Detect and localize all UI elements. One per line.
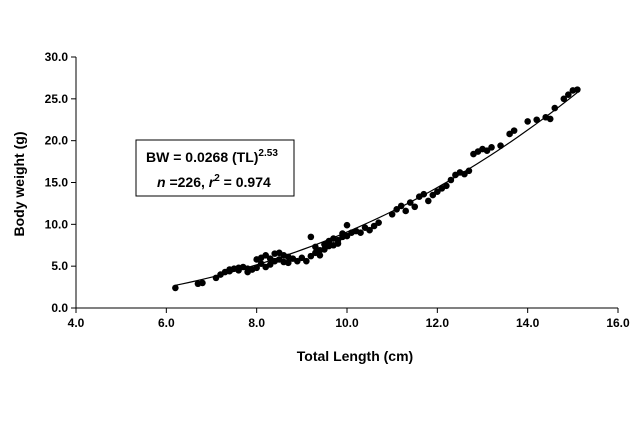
y-tick-label: 10.0 <box>45 217 69 231</box>
data-point <box>533 116 540 124</box>
data-point <box>411 203 419 211</box>
data-point <box>488 144 495 151</box>
data-point <box>307 252 315 260</box>
data-point <box>551 104 559 112</box>
data-point <box>298 254 306 262</box>
data-point <box>443 182 450 190</box>
data-point <box>429 191 437 199</box>
x-axis-ticks: 4.0 6.0 8.0 10.0 12.0 14.0 16.0 <box>68 308 630 330</box>
r-value: = 0.974 <box>220 174 271 190</box>
equation-line-2: n =226, r2 = 0.974 <box>157 173 271 190</box>
data-point <box>565 91 572 98</box>
data-point <box>303 257 310 265</box>
x-tick-label: 12.0 <box>426 316 450 330</box>
x-tick-label: 8.0 <box>248 316 265 330</box>
data-point <box>284 259 292 267</box>
n-label: n <box>157 174 166 190</box>
equation-line-1: BW = 0.0268 (TL)2.53 <box>146 148 278 165</box>
data-point <box>510 127 518 134</box>
data-point <box>316 251 324 259</box>
data-point <box>506 130 513 138</box>
x-tick-label: 4.0 <box>68 316 85 330</box>
data-point <box>465 167 473 175</box>
data-point <box>294 257 301 265</box>
data-point <box>574 86 581 93</box>
n-value: =226, <box>166 174 209 190</box>
data-point <box>343 232 351 240</box>
data-point <box>546 115 554 123</box>
r-exponent: 2 <box>214 173 220 184</box>
data-point <box>434 188 441 196</box>
data-point <box>199 279 206 287</box>
y-tick-label: 5.0 <box>51 259 68 273</box>
data-point <box>172 284 179 292</box>
data-point <box>375 219 382 226</box>
x-tick-label: 16.0 <box>606 316 630 330</box>
y-tick-label: 20.0 <box>45 134 69 148</box>
y-tick-label: 25.0 <box>45 92 69 106</box>
data-point <box>334 240 342 247</box>
data-point <box>321 246 328 253</box>
y-axis-ticks: 0.0 5.0 10.0 15.0 20.0 25.0 30.0 <box>45 50 76 315</box>
data-point <box>366 226 373 234</box>
x-tick-label: 10.0 <box>335 316 359 330</box>
y-tick-label: 15.0 <box>45 176 69 190</box>
data-point <box>370 222 378 230</box>
r-label: r <box>209 174 216 190</box>
data-point <box>266 261 274 268</box>
data-point <box>560 95 568 103</box>
equation-exponent: 2.53 <box>258 148 278 159</box>
data-point <box>425 197 432 205</box>
data-point <box>343 221 351 229</box>
y-tick-label: 30.0 <box>45 50 69 64</box>
x-tick-label: 6.0 <box>158 316 175 330</box>
y-axis-title: Body weight (g) <box>11 132 27 237</box>
equation-box: BW = 0.0268 (TL)2.53 n =226, r2 = 0.974 <box>135 139 295 197</box>
data-point <box>357 229 364 236</box>
data-point <box>262 251 270 259</box>
equation-main: BW = 0.0268 (TL) <box>146 149 258 165</box>
data-point <box>402 207 410 215</box>
data-points <box>172 86 581 292</box>
data-point <box>524 118 531 125</box>
x-axis-title: Total Length (cm) <box>297 348 413 364</box>
y-tick-label: 0.0 <box>51 301 68 315</box>
power-fit-line <box>175 92 578 286</box>
x-tick-label: 14.0 <box>516 316 540 330</box>
data-point <box>483 147 491 155</box>
data-point <box>253 264 260 272</box>
data-point <box>307 233 315 241</box>
